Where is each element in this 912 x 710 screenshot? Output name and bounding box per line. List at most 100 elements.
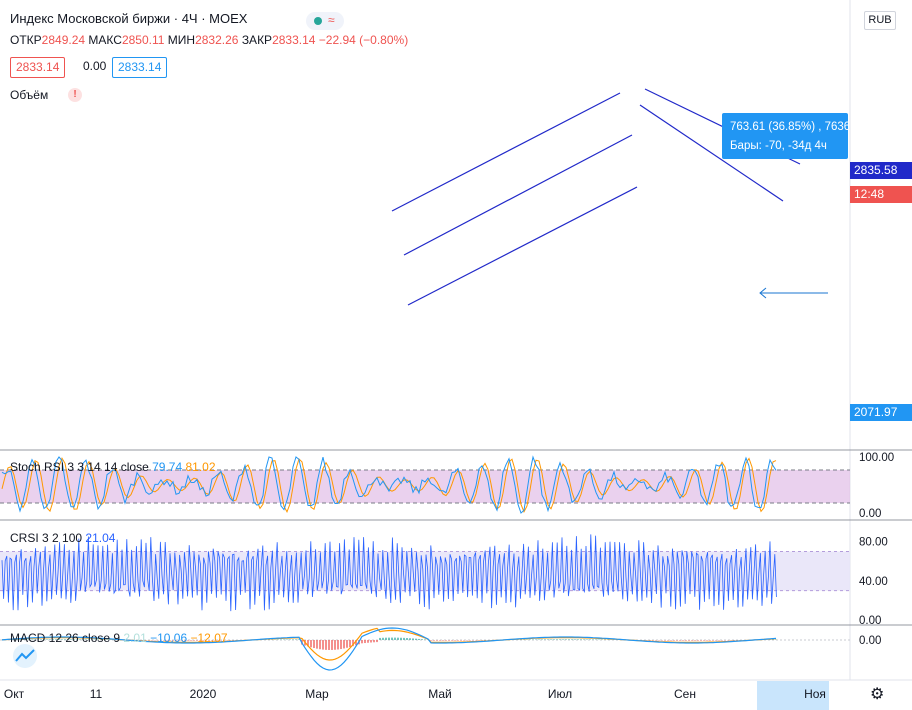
macd-hist-bar [583, 639, 585, 640]
crsi-tick-label: 40.00 [859, 576, 888, 588]
stoch-band [0, 470, 850, 503]
currency-button[interactable]: RUB [864, 11, 896, 30]
macd-indicator-icon[interactable] [13, 644, 37, 668]
ohlc-row: ОТКР2849.24 МАКС2850.11 МИН2832.26 ЗАКР2… [10, 33, 408, 47]
macd-hist-bar [562, 639, 564, 640]
macd-hist-bar [709, 640, 711, 641]
macd-hist-bar [550, 639, 552, 640]
macd-hist-bar [316, 640, 318, 649]
macd-hist-bar [82, 639, 84, 640]
macd-hist-bar [553, 639, 555, 640]
macd-hist-bar [412, 638, 414, 640]
macd-tick-label: 0.00 [859, 635, 881, 647]
macd-hist-bar [319, 640, 321, 650]
stoch-d-line [1, 457, 777, 513]
time-tick-label: Окт [4, 687, 25, 701]
macd-hist-bar [376, 640, 378, 643]
macd-hist-bar [682, 640, 684, 641]
stoch-d-value: 81.02 [185, 460, 216, 474]
macd-hist-bar [181, 640, 183, 641]
macd-hist-bar [52, 639, 54, 640]
macd-hist-bar [313, 640, 315, 649]
macd-hist-bar [685, 640, 687, 641]
chart-title: Индекс Московской биржи · 4Ч · MOEX [10, 11, 248, 26]
sell-price-box[interactable]: 2833.14 [10, 57, 66, 78]
crsi-line [1, 534, 777, 612]
macd-hist-bar [409, 638, 411, 640]
macd-hist-bar [706, 640, 708, 641]
macd-hist-bar [388, 637, 390, 640]
macd-hist-bar [433, 640, 435, 641]
macd-hist-bar [337, 640, 339, 650]
macd-hist-bar [391, 637, 393, 640]
ohlc-close-key: ЗАКР [241, 33, 273, 47]
macd-hist-bar [448, 640, 450, 641]
macd-signal-value: −12.07 [190, 631, 228, 645]
macd-hist-bar [454, 640, 456, 641]
macd-hist-bar [385, 637, 387, 640]
macd-hist-bar [202, 640, 204, 641]
wave-status-icon: ≈ [328, 13, 335, 27]
macd-hist-bar [679, 640, 681, 641]
macd-hist-bar [334, 640, 336, 650]
settings-gear-icon[interactable]: ⚙ [870, 686, 885, 703]
macd-hist-bar [670, 640, 672, 641]
macd-hist-bar [169, 640, 171, 641]
macd-hist-bar [331, 640, 333, 650]
macd-hist-bar [199, 640, 201, 641]
ohlc-close-value: 2833.14 [272, 33, 316, 47]
macd-hist-bar [439, 640, 441, 641]
stoch-tick-label: 100.00 [859, 452, 894, 464]
trend-channel-line [639, 104, 784, 202]
ohlc-low-value: 2832.26 [195, 33, 239, 47]
macd-hist-bar [676, 640, 678, 641]
status-indicator[interactable]: ≈ [306, 12, 344, 30]
macd-hist-bar [187, 640, 189, 641]
macd-hist-bar [196, 640, 198, 641]
macd-hist-bar [367, 640, 369, 643]
time-tick-label: Май [428, 687, 452, 701]
ohlc-open-value: 2849.24 [41, 33, 86, 47]
macd-hist-bar [667, 640, 669, 641]
measure-arrow-head-left [759, 287, 767, 299]
macd-hist-bar [577, 639, 579, 640]
trend-channel-line [391, 92, 621, 212]
spread-value: 0.00 [83, 59, 107, 73]
crsi-tick-label: 80.00 [859, 537, 888, 549]
macd-hist-bar [394, 637, 396, 640]
time-tick-label: Сен [674, 687, 696, 701]
volume-warning-icon[interactable]: ! [68, 88, 82, 102]
market-open-dot [314, 17, 322, 25]
ohlc-high-value: 2850.11 [121, 33, 165, 47]
crsi-label: CRSI 3 2 100 [10, 531, 83, 545]
bar-countdown-tag: 12:48 [850, 186, 912, 203]
macd-hist-bar [430, 640, 432, 641]
measure-low-tag: 2071.97 [850, 404, 912, 421]
macd-hist-bar [343, 640, 345, 649]
macd-hist-bar [76, 639, 78, 640]
macd-hist-bar [40, 639, 42, 640]
macd-hist-bar [322, 640, 324, 650]
volume-label[interactable]: Объём [10, 88, 49, 102]
macd-hist-bar [559, 639, 561, 640]
macd-hist-bar [49, 639, 51, 640]
macd-hist-bar [58, 639, 60, 640]
measure-tooltip: 763.61 (36.85%) , 7636 Бары: -70, -34д 4… [722, 113, 848, 159]
time-tick-label: Июл [548, 687, 572, 701]
macd-hist-bar [700, 640, 702, 641]
macd-hist-bar [586, 639, 588, 640]
macd-hist-bar [460, 640, 462, 641]
macd-hist-bar [178, 640, 180, 641]
crsi-legend: CRSI 3 2 100 21.04 [10, 531, 115, 545]
crsi-value: 21.04 [85, 531, 116, 545]
macd-hist-bar [67, 639, 69, 640]
macd-hist-bar [397, 637, 399, 640]
macd-hist-bar [46, 639, 48, 640]
measure-tooltip-bars: Бары: -70, -34д 4ч [730, 140, 827, 152]
macd-icon-glyph [15, 649, 35, 662]
macd-hist-bar [568, 639, 570, 640]
macd-hist-bar [703, 640, 705, 641]
buy-price-box[interactable]: 2833.14 [112, 57, 168, 78]
macd-hist-bar [400, 637, 402, 640]
